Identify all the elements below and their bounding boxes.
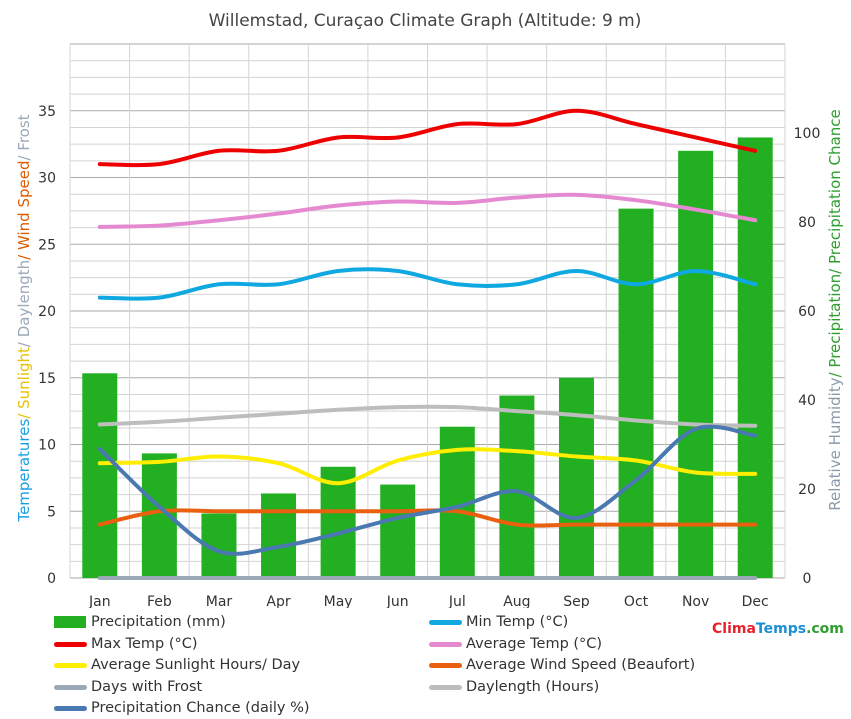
legend-label: Precipitation (mm) xyxy=(91,614,226,630)
axis-label-part: / Daylength xyxy=(15,260,33,347)
legend-swatch xyxy=(54,706,87,711)
x-tick-label: Oct xyxy=(624,594,649,608)
legend: Precipitation (mm) Min Temp (°C) Max Temp … xyxy=(0,608,851,719)
axis-label-part: / Precipitation xyxy=(826,274,844,378)
legend-label: Average Wind Speed (Beaufort) xyxy=(466,657,696,673)
series-line-precipitation-chance-daily xyxy=(97,424,758,556)
legend-label: Average Sunlight Hours/ Day xyxy=(91,657,301,673)
axis-label-part: / Frost xyxy=(15,114,33,160)
left-axis-label: Temperatures/ Sunlight/ Daylength/ Wind … xyxy=(15,114,33,522)
right-axis-label: Relative Humidity/ Precipitation/ Precip… xyxy=(826,109,844,510)
legend-label: Min Temp (°C) xyxy=(466,614,569,630)
y-right-tick-label: 0 xyxy=(803,571,812,587)
series-line-max-temp-c xyxy=(97,108,758,168)
axis-label-part: / Sunlight xyxy=(15,347,33,419)
precip-bar-oct xyxy=(618,208,654,578)
legend-label: Daylength (Hours) xyxy=(466,678,600,695)
x-tick-label: Nov xyxy=(682,594,709,608)
precip-bar-dec xyxy=(737,137,773,578)
brand-part-1: Clima xyxy=(712,621,756,637)
x-tick-label: Mar xyxy=(206,594,233,608)
precip-bar-nov xyxy=(678,150,714,579)
legend-swatch xyxy=(429,620,462,625)
precip-bar-jan xyxy=(82,373,118,578)
x-tick-label: Aug xyxy=(503,594,530,608)
y-right-tick-label: 60 xyxy=(798,304,816,320)
legend-label: Max Temp (°C) xyxy=(91,635,198,652)
axes: 0 5 10 15 20 25 30 35 0 20 40 60 80 100 Jan Feb Mar Apr Ma… xyxy=(38,104,820,608)
series-line-daylength-hours xyxy=(97,404,758,428)
y-left-tick-label: 20 xyxy=(38,304,56,320)
brand-logo[interactable]: ClimaTemps.com xyxy=(712,621,844,637)
y-left-tick-label: 0 xyxy=(47,571,56,587)
legend-label: Precipitation Chance (daily %) xyxy=(91,700,310,716)
legend-swatch xyxy=(429,641,462,647)
axis-label-part: Temperatures xyxy=(15,419,33,523)
x-tick-label: Sep xyxy=(563,594,590,608)
precip-bar-jun xyxy=(380,484,416,578)
y-left-tick-label: 15 xyxy=(38,371,56,387)
precip-bar-may xyxy=(320,466,356,578)
series-line-min-temp-c xyxy=(97,267,758,301)
legend-swatch xyxy=(429,663,462,668)
x-tick-label: Feb xyxy=(147,594,172,608)
x-tick-label: Jan xyxy=(88,594,111,608)
y-left-tick-label: 35 xyxy=(38,104,56,120)
x-tick-label: Jul xyxy=(448,594,466,608)
grid xyxy=(69,43,786,579)
legend-swatch xyxy=(54,641,87,647)
legend-label: Days with Frost xyxy=(91,678,203,695)
axis-label-part: Relative Humidity xyxy=(826,377,844,510)
legend-swatch xyxy=(54,684,87,690)
x-tick-label: Apr xyxy=(266,594,290,608)
y-left-tick-label: 10 xyxy=(38,438,56,454)
series-line-average-sunlight-hours-day xyxy=(97,447,758,486)
x-tick-label: Jun xyxy=(386,594,409,608)
precip-bar-sep xyxy=(558,377,594,578)
precipitation-bars xyxy=(82,137,773,579)
legend-label: Average Temp (°C) xyxy=(466,635,603,652)
y-left-tick-label: 25 xyxy=(38,237,56,253)
precip-bar-apr xyxy=(261,493,297,578)
x-tick-label: Dec xyxy=(742,594,769,608)
brand-part-2: Temps xyxy=(755,621,807,637)
precip-bar-aug xyxy=(499,395,535,578)
y-right-tick-label: 80 xyxy=(798,215,816,231)
legend-swatch xyxy=(54,616,86,628)
y-right-tick-label: 20 xyxy=(798,482,816,498)
y-right-tick-label: 100 xyxy=(794,126,821,142)
axis-label-part: / Wind Speed xyxy=(15,161,33,260)
series-lines xyxy=(97,108,758,580)
axis-label-part: / Precipitation Chance xyxy=(826,109,844,274)
y-right-tick-label: 40 xyxy=(798,393,816,409)
chart-title: Willemstad, Curaçao Climate Graph (Altit… xyxy=(209,11,642,31)
x-tick-label: May xyxy=(324,594,353,608)
legend-swatch xyxy=(429,684,462,690)
y-left-tick-label: 30 xyxy=(38,171,56,187)
brand-part-3: .com xyxy=(806,621,844,637)
y-left-tick-label: 5 xyxy=(47,504,56,520)
legend-swatch xyxy=(54,663,87,668)
series-line-average-temp-c xyxy=(97,192,758,229)
climate-chart: Willemstad, Curaçao Climate Graph (Altit… xyxy=(15,11,844,608)
